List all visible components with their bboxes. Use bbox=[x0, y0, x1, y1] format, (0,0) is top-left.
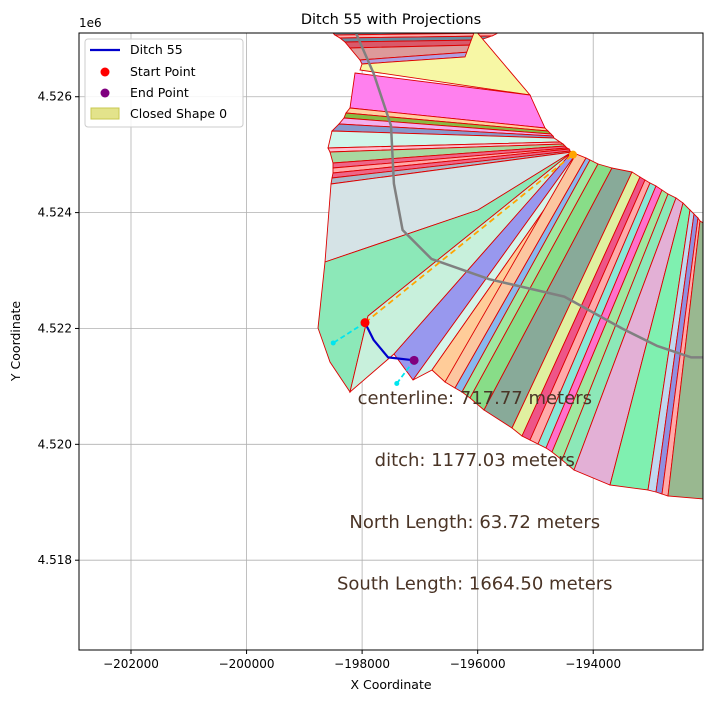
y-axis-label: Y Coordinate bbox=[8, 301, 23, 382]
north-projection-endpoint bbox=[330, 340, 336, 346]
strip bbox=[359, 33, 532, 96]
y-tick-label: 4.520 bbox=[38, 437, 72, 451]
annotation-1: ditch: 1177.03 meters bbox=[375, 450, 575, 471]
y-tick-label: 4.518 bbox=[38, 553, 72, 567]
chart-title: Ditch 55 with Projections bbox=[301, 12, 481, 28]
annotation-2: North Length: 63.72 meters bbox=[349, 512, 600, 533]
legend: Ditch 55 Start Point End Point Closed Sh… bbox=[84, 38, 244, 128]
legend-box bbox=[84, 38, 244, 128]
end-point-marker bbox=[409, 355, 419, 365]
annotation-3: South Length: 1664.50 meters bbox=[337, 574, 613, 595]
annotation-0: centerline: 717.77 meters bbox=[358, 388, 592, 409]
legend-label-shape: Closed Shape 0 bbox=[130, 106, 227, 121]
centerline-endpoint-marker bbox=[569, 150, 577, 159]
south-projection-line bbox=[396, 359, 415, 385]
y-axis-ticks: 4.518 4.520 4.522 4.524 4.526 bbox=[38, 90, 79, 567]
x-tick-label: −194000 bbox=[565, 657, 621, 671]
strip bbox=[667, 220, 703, 500]
y-tick-label: 4.522 bbox=[38, 321, 72, 335]
y-axis-offset-label: 1e6 bbox=[79, 16, 102, 30]
road-line bbox=[354, 33, 703, 359]
start-point-marker bbox=[360, 318, 370, 328]
legend-end-swatch bbox=[100, 88, 110, 98]
legend-shape-swatch bbox=[90, 107, 120, 120]
x-tick-label: −202000 bbox=[103, 657, 159, 671]
centerline-projection bbox=[364, 153, 574, 324]
length-annotations: centerline: 717.77 meters ditch: 1177.03 … bbox=[337, 388, 613, 595]
x-tick-label: −198000 bbox=[334, 657, 390, 671]
x-tick-label: −196000 bbox=[450, 657, 506, 671]
x-axis-ticks: −202000 −200000 −198000 −196000 −194000 bbox=[103, 650, 621, 671]
ditch-55-line bbox=[364, 322, 415, 362]
north-fan-polygons bbox=[317, 33, 595, 394]
y-tick-label: 4.524 bbox=[38, 206, 72, 220]
north-projection-line bbox=[332, 321, 366, 344]
legend-start-swatch bbox=[100, 67, 110, 77]
axes-frame bbox=[78, 32, 704, 651]
legend-label-end: End Point bbox=[130, 85, 189, 100]
south-projection-endpoint bbox=[394, 381, 400, 387]
legend-label-start: Start Point bbox=[130, 64, 196, 79]
x-tick-label: −200000 bbox=[219, 657, 275, 671]
x-axis-label: X Coordinate bbox=[350, 677, 431, 692]
y-tick-label: 4.526 bbox=[38, 90, 72, 104]
legend-label-ditch: Ditch 55 bbox=[130, 42, 183, 57]
